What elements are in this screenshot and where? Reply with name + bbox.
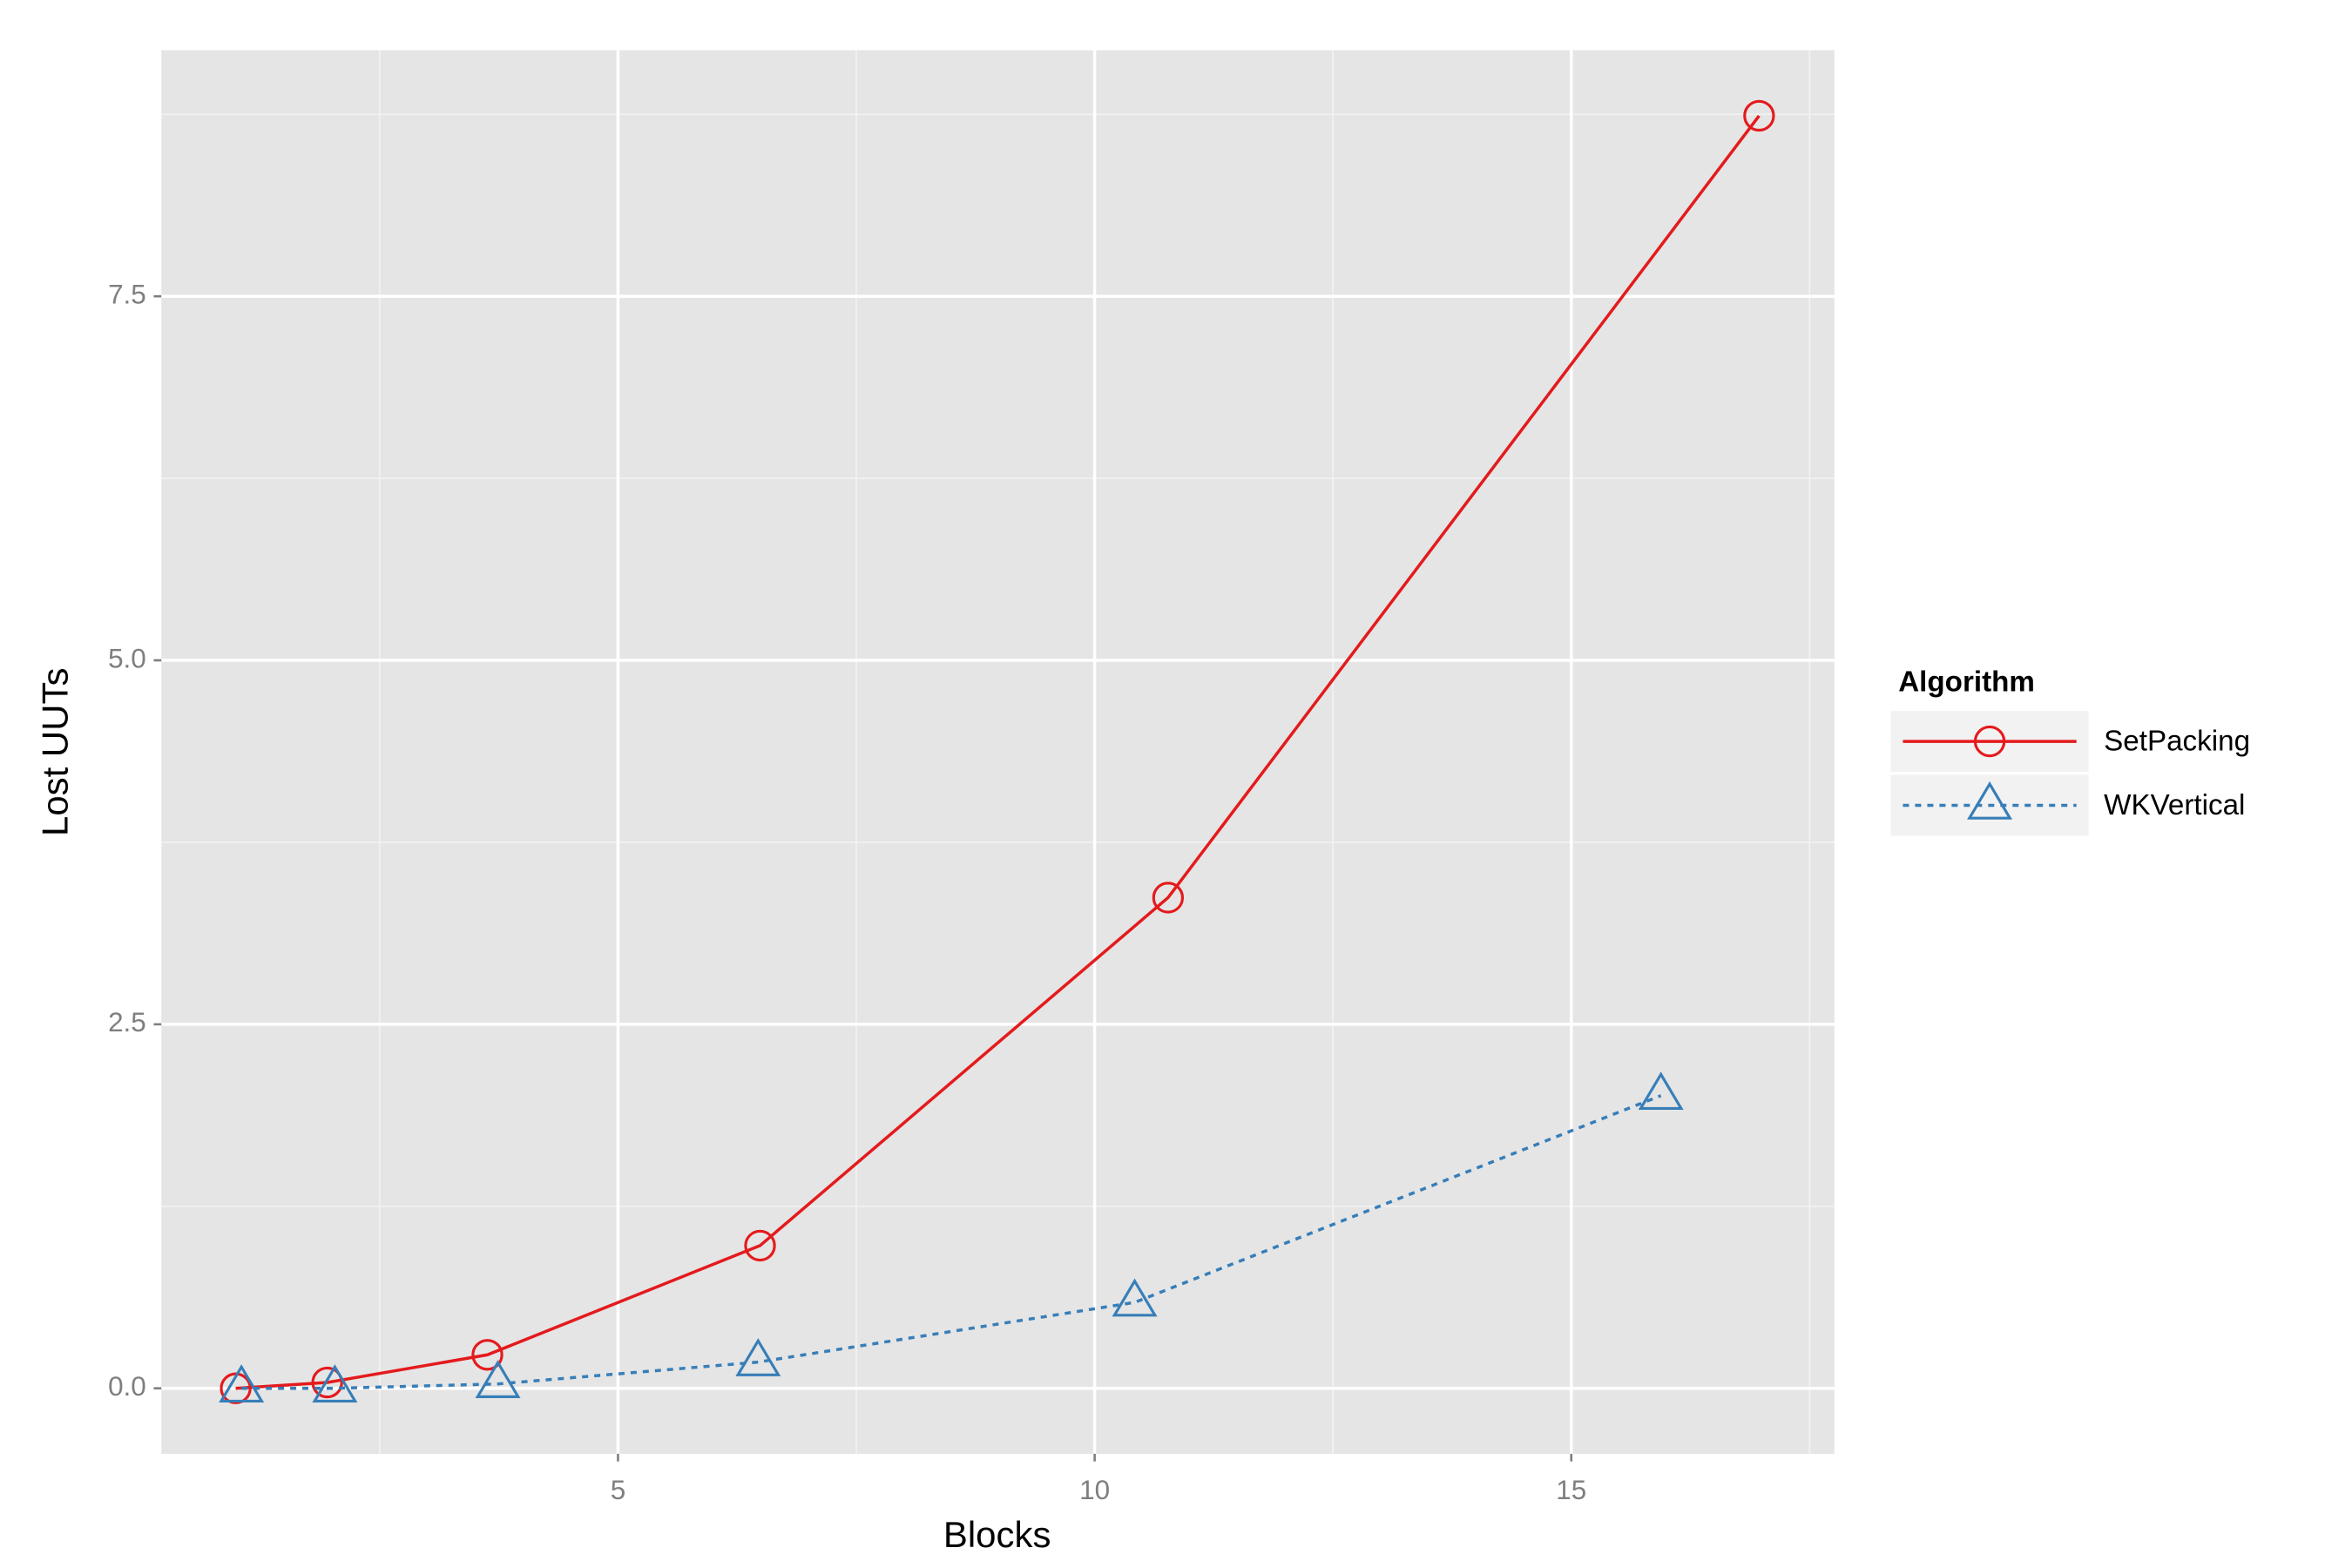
point — [1112, 1278, 1158, 1317]
y-tick-label: 5.0 — [108, 643, 146, 673]
point — [471, 1339, 504, 1371]
point — [311, 1366, 343, 1399]
x-tick-label: 10 — [1079, 1475, 1110, 1505]
point — [744, 1229, 776, 1262]
y-tick-label: 2.5 — [108, 1007, 146, 1037]
point — [312, 1364, 358, 1402]
point — [735, 1338, 781, 1376]
point — [475, 1360, 521, 1398]
legend-key-marker — [1973, 725, 2006, 758]
y-axis-title: Lost UUTs — [34, 668, 75, 836]
x-tick-label: 5 — [611, 1475, 625, 1505]
point — [1152, 882, 1185, 914]
legend-title: Algorithm — [1898, 666, 2035, 698]
x-axis-title: Blocks — [943, 1514, 1051, 1555]
legend-label: WKVertical — [2104, 789, 2245, 821]
legend-key-marker — [1967, 781, 2013, 820]
y-tick-label: 0.0 — [108, 1371, 146, 1402]
legend-label: SetPacking — [2104, 726, 2250, 758]
point — [1743, 99, 1775, 132]
x-tick-label: 15 — [1556, 1475, 1586, 1505]
panel — [161, 50, 1835, 1454]
point — [219, 1364, 265, 1402]
point — [220, 1372, 252, 1404]
y-tick-label: 7.5 — [108, 279, 146, 309]
series-line — [241, 1094, 1662, 1390]
point — [1638, 1071, 1684, 1111]
